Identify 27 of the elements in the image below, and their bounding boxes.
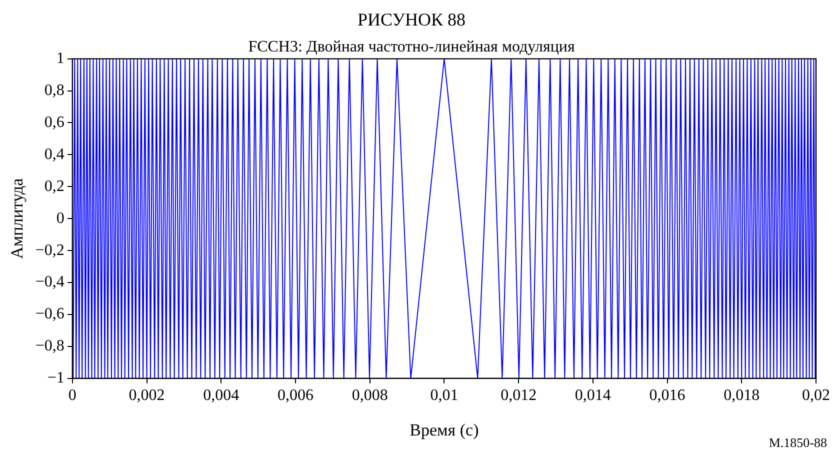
x-tick-label: 0,004	[203, 387, 240, 404]
text: M.1850-88	[768, 435, 827, 451]
x-axis-title: Время (с)	[410, 420, 479, 440]
x-tick-label: 0,018	[724, 387, 760, 404]
y-tick-label: 0,6	[44, 114, 64, 131]
x-tick-label: 0,006	[277, 387, 314, 404]
y-axis-title: Амплитуда	[8, 178, 27, 259]
chart-title: РИСУНОК 88	[357, 10, 466, 30]
x-tick-label: 0,012	[500, 387, 537, 404]
y-tick-label: 0,8	[44, 82, 64, 99]
y-tick-label: −1	[47, 370, 64, 387]
x-tick-label: 0	[68, 387, 76, 404]
y-tick-label: −0,2	[35, 242, 64, 259]
y-tick-label: 0,2	[44, 178, 64, 195]
chart-subtitle: FCCH3: Двойная частотно-линейная модуляция	[248, 38, 576, 56]
x-tick-label: 0,016	[649, 387, 686, 404]
y-tick-label: 0	[56, 210, 64, 227]
y-tick-label: 0,4	[44, 146, 64, 163]
x-tick-label: 0,014	[574, 387, 611, 404]
x-tick-label: 0,008	[352, 387, 388, 404]
y-tick-label: −0,8	[35, 338, 64, 355]
y-tick-label: 1	[56, 50, 64, 68]
x-tick-label: 0,002	[128, 387, 165, 404]
y-tick-label: −0,6	[35, 306, 64, 323]
y-tick-label: −0,4	[35, 274, 64, 291]
x-tick-label: 0,01	[430, 387, 458, 404]
x-tick-label: 0,02	[802, 387, 830, 404]
